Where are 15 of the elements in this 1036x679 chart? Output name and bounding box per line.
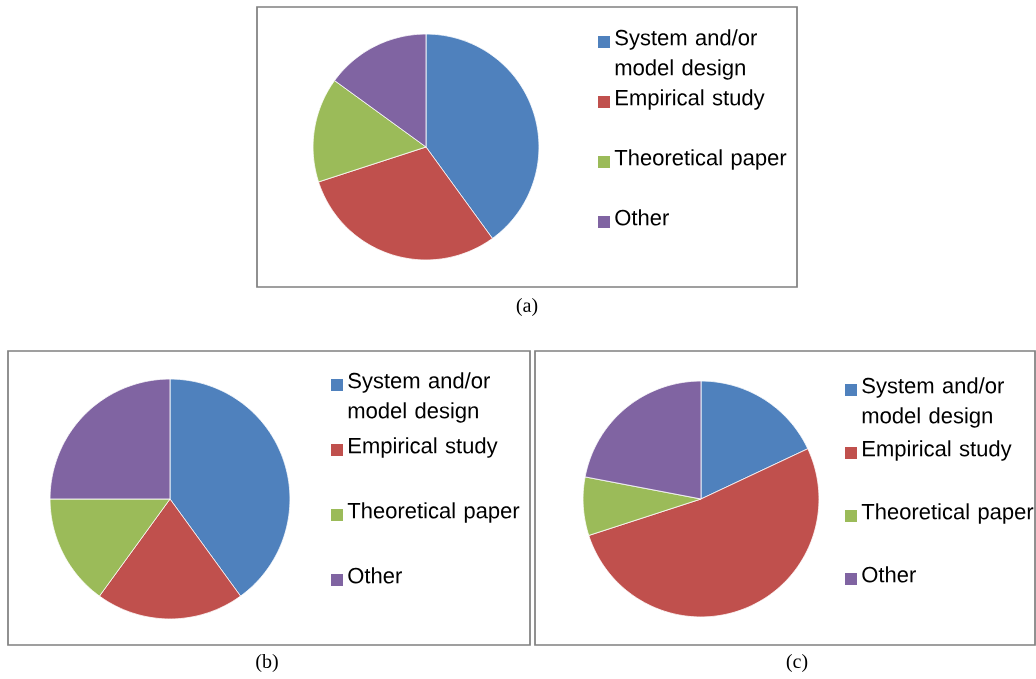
legend-label: Other [615, 209, 669, 226]
legend-label: Theoretical paper [861, 503, 1034, 524]
legend-label: Other [348, 567, 402, 584]
legend-label: Other [862, 566, 916, 583]
legend-label: Empirical study [863, 440, 1012, 461]
legend-label: System and/or model design [348, 372, 490, 423]
text: (c) [786, 653, 808, 673]
legend-label: Theoretical paper [347, 502, 520, 523]
legend-label: Theoretical paper [614, 149, 787, 170]
legend-label: System and/or model design [615, 29, 757, 80]
legend-label: System and/or model design [862, 377, 1004, 428]
text: (a) [516, 297, 538, 317]
text: (b) [256, 653, 278, 673]
legend-label: Empirical study [349, 437, 498, 458]
legend-label: Empirical study [616, 89, 765, 110]
